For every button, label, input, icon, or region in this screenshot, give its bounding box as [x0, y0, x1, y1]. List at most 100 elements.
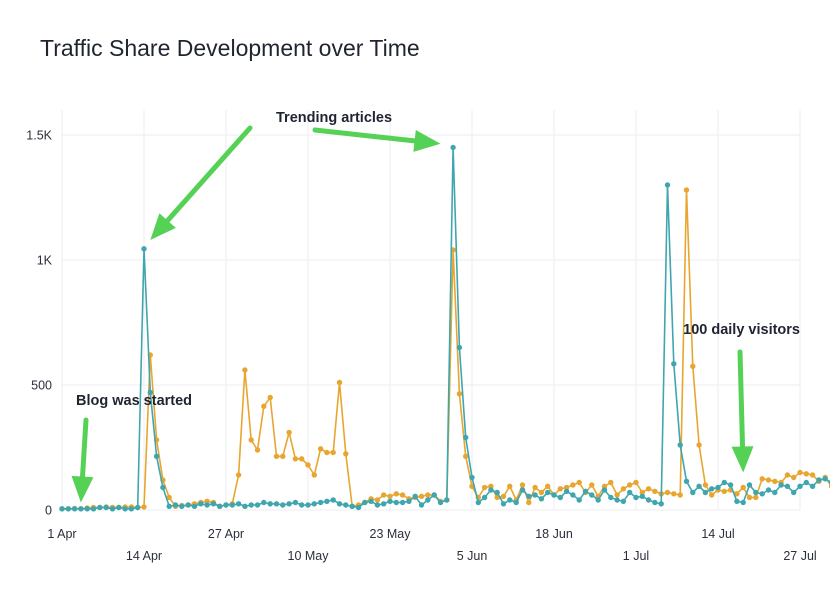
data-point [248, 437, 254, 443]
data-point [545, 489, 551, 496]
data-point [500, 493, 507, 499]
data-point [633, 479, 639, 486]
data-point [753, 489, 759, 496]
arrow-head-icon [150, 213, 176, 240]
data-point [456, 344, 463, 351]
x-tick-label: 5 Jun [457, 549, 488, 563]
annotation-label: Trending articles [276, 110, 392, 126]
data-point [475, 499, 481, 506]
data-point [519, 482, 526, 488]
data-point [71, 506, 78, 512]
y-tick-label: 1K [37, 254, 53, 268]
data-point [166, 503, 172, 509]
data-point [336, 501, 343, 507]
data-point [690, 489, 696, 496]
data-point [330, 497, 336, 503]
data-point [393, 499, 399, 506]
data-point [608, 494, 614, 501]
data-point [235, 501, 242, 507]
data-point [740, 499, 746, 506]
data-point [254, 447, 261, 453]
data-point [797, 483, 803, 489]
data-point [721, 488, 727, 494]
data-point [809, 483, 816, 489]
x-tick-label: 23 May [370, 527, 412, 541]
y-tick-label: 0 [45, 504, 52, 518]
data-point [645, 486, 652, 492]
data-point [399, 492, 406, 498]
data-point [526, 499, 532, 506]
data-point [116, 504, 122, 511]
data-point [683, 187, 690, 193]
data-point [759, 476, 765, 482]
data-point [191, 503, 198, 509]
annotation: 100 daily visitors [683, 322, 800, 473]
data-point [267, 394, 273, 401]
x-tick-label: 14 Jul [701, 527, 734, 541]
data-point [311, 501, 317, 507]
data-point [765, 477, 772, 483]
data-point [734, 491, 740, 497]
data-point [507, 497, 513, 503]
arrow-head-icon [731, 446, 754, 473]
data-point [324, 498, 330, 504]
data-point [614, 492, 620, 498]
data-point [671, 361, 677, 367]
data-point [519, 487, 526, 493]
data-point [557, 494, 563, 501]
data-point [709, 486, 715, 492]
x-tick-label: 1 Jul [623, 549, 649, 563]
data-point [299, 502, 305, 508]
data-point [242, 367, 248, 373]
data-point [305, 462, 311, 468]
data-point [488, 483, 494, 489]
data-point [248, 502, 254, 508]
data-point [317, 499, 324, 506]
data-point [393, 491, 399, 497]
data-point [576, 497, 582, 503]
data-point [507, 483, 513, 489]
data-point [122, 506, 128, 512]
data-point [160, 484, 166, 491]
data-point [784, 483, 791, 489]
data-point [261, 499, 267, 506]
data-point [166, 494, 172, 501]
data-point [179, 503, 185, 509]
data-point [740, 484, 746, 491]
data-point [614, 497, 620, 503]
series-line [62, 189, 830, 510]
data-point [822, 476, 828, 482]
data-point [153, 453, 160, 459]
data-point [324, 449, 330, 456]
data-point [78, 506, 84, 512]
data-point [210, 501, 217, 507]
data-point [551, 492, 557, 498]
annotation-label: 100 daily visitors [683, 322, 800, 338]
data-point [368, 498, 374, 504]
data-point [734, 498, 740, 504]
data-point [141, 504, 147, 510]
data-point [633, 494, 639, 501]
data-point [381, 492, 387, 498]
data-point [702, 482, 709, 488]
data-point [784, 472, 791, 478]
data-point [589, 492, 595, 498]
data-point [803, 471, 809, 477]
data-point [727, 482, 734, 488]
data-point [59, 506, 65, 512]
data-point [374, 497, 381, 503]
data-point [172, 502, 179, 508]
data-point [412, 493, 418, 499]
data-point [141, 246, 147, 252]
data-point [513, 499, 519, 506]
data-point [387, 493, 393, 499]
data-point [582, 488, 589, 494]
data-point [349, 503, 355, 509]
data-point [677, 492, 683, 498]
data-point [721, 479, 727, 486]
data-point [418, 502, 425, 508]
chart-title: Traffic Share Development over Time [40, 35, 420, 61]
data-point [418, 493, 425, 499]
data-point [84, 506, 90, 512]
data-point [456, 391, 463, 397]
